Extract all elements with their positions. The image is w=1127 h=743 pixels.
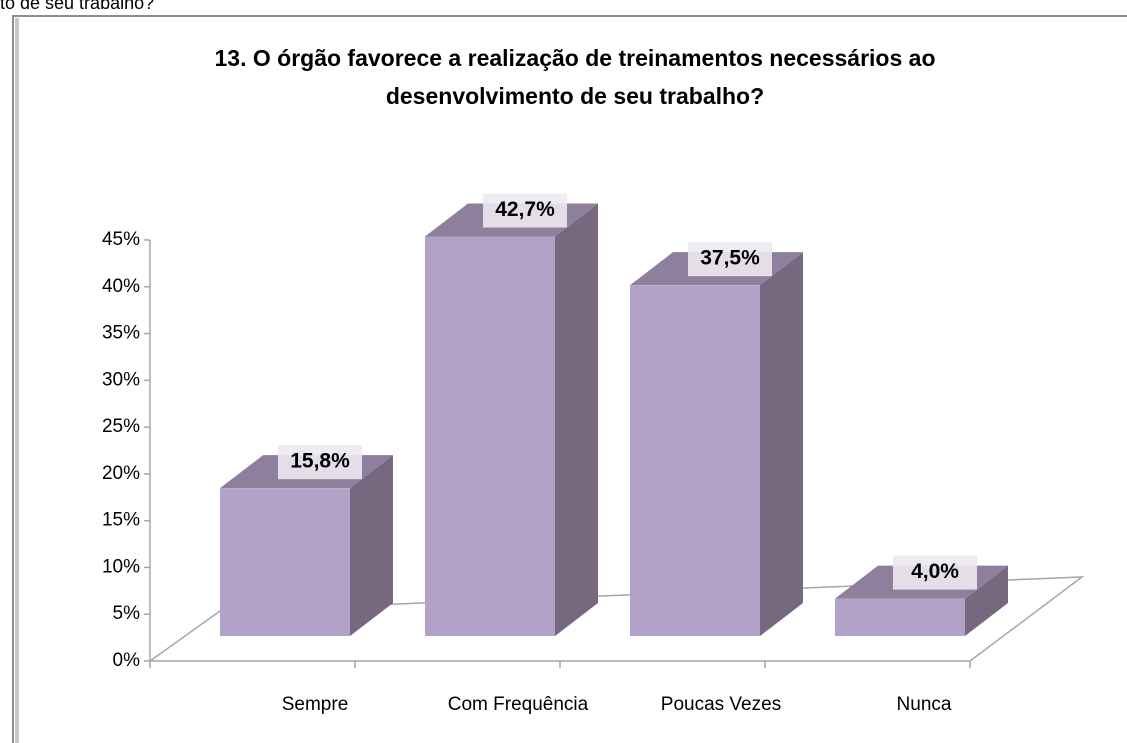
bar [425, 236, 555, 637]
y-tick-label: 40% [102, 276, 140, 297]
bar [835, 598, 965, 636]
value-label-bg [483, 193, 567, 228]
bar-side [965, 565, 1008, 636]
x-tick-label: Com Frequência [448, 694, 589, 715]
bar [630, 285, 760, 636]
y-tick-label: 20% [102, 463, 140, 484]
y-tick-label: 5% [113, 603, 141, 624]
value-label: 42,7% [495, 198, 555, 221]
y-tick-label: 35% [102, 323, 140, 344]
value-label-bg [278, 445, 362, 480]
y-tick-label: 25% [102, 416, 140, 437]
chart-title: 13. O órgão favorece a realização de tre… [215, 45, 936, 71]
x-tick-label: Nunca [897, 694, 952, 715]
chart-title: desenvolvimento de seu trabalho? [386, 83, 764, 109]
y-tick-label: 15% [102, 510, 140, 531]
value-label-bg [893, 555, 977, 590]
value-label-bg [688, 242, 772, 277]
y-tick-label: 10% [102, 556, 140, 577]
y-tick-label: 0% [113, 650, 141, 671]
caption: to de seu trabalho? [0, 0, 154, 13]
value-label: 15,8% [290, 450, 350, 473]
y-tick-label: 45% [102, 229, 140, 250]
x-tick-label: Poucas Vezes [661, 694, 781, 715]
value-label: 37,5% [700, 247, 760, 270]
bar-side [350, 455, 393, 636]
value-label: 4,0% [911, 560, 959, 583]
bar [220, 488, 350, 636]
y-tick-label: 30% [102, 369, 140, 390]
bar-side [555, 203, 598, 637]
x-tick-label: Sempre [282, 694, 349, 715]
bar-side [760, 252, 803, 636]
